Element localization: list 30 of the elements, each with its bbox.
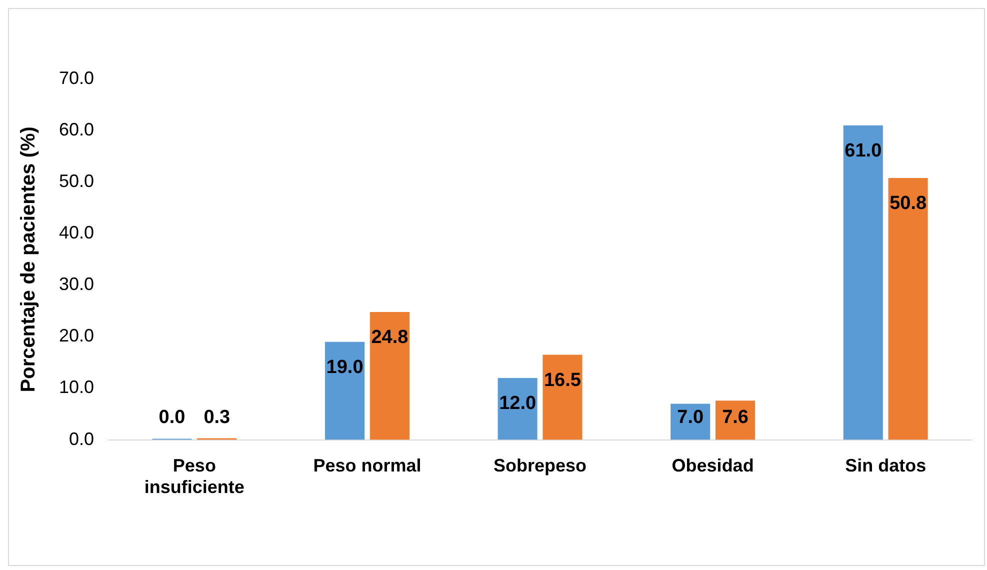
y-axis-title: Porcentaje de pacientes (%): [18, 126, 40, 392]
data-label: 0.0: [158, 407, 186, 428]
y-tick-label: 30.0: [58, 274, 94, 294]
x-tick-label: Sin datos: [845, 456, 926, 476]
bar: [843, 125, 883, 440]
data-label: 61.0: [844, 140, 882, 162]
x-tick-label: Obesidad: [672, 456, 754, 476]
data-label: 50.8: [890, 193, 927, 214]
bar: [888, 178, 928, 440]
y-tick-label: 60.0: [58, 120, 94, 140]
x-tick-label: Peso insuficiente: [144, 456, 244, 498]
data-label: 7.0: [677, 407, 704, 428]
bar: [370, 312, 410, 440]
y-tick-label: 0.0: [69, 428, 94, 449]
bar: [542, 354, 582, 440]
y-tick-label: 70.0: [58, 68, 94, 88]
x-tick-label: Peso normal: [313, 456, 422, 476]
y-tick-label: 10.0: [58, 377, 94, 398]
bar: [498, 378, 538, 440]
bar: [324, 342, 365, 440]
x-tick-label: Sobrepeso: [494, 456, 587, 476]
y-tick-label: 20.0: [58, 326, 94, 346]
y-tick-label: 40.0: [58, 222, 94, 243]
y-tick-label: 50.0: [58, 171, 94, 192]
data-label: 7.6: [722, 407, 748, 428]
data-label: 12.0: [499, 393, 536, 414]
data-label: 24.8: [371, 327, 408, 348]
data-label: 16.5: [544, 370, 582, 391]
data-label: 19.0: [326, 357, 364, 378]
data-label: 0.3: [204, 407, 230, 428]
